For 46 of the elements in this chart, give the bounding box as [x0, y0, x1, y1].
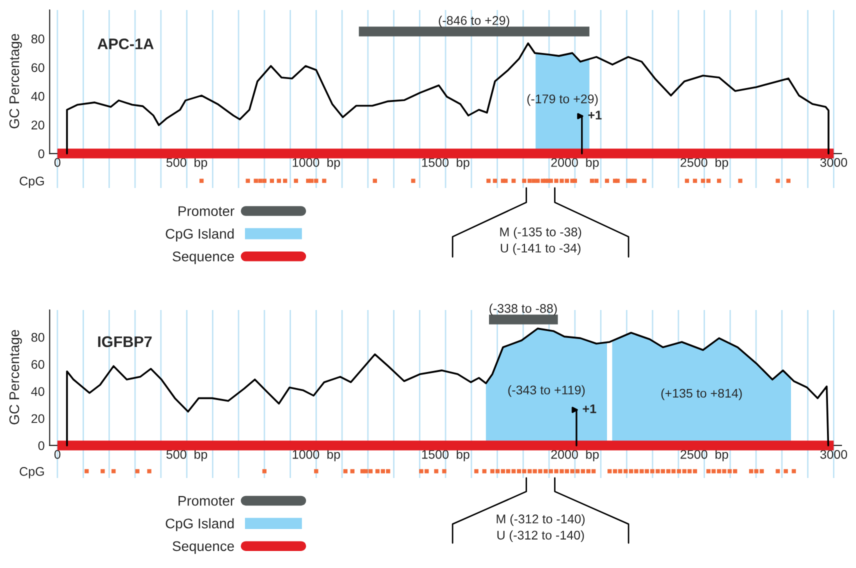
x-tick-label: 0 [54, 158, 60, 167]
annotation: (-343 to +119) [508, 385, 585, 397]
y-axis-title: GC Percentage [9, 34, 22, 128]
x-tick-label: 2500 bp [680, 450, 728, 462]
y-tick-label: 40 [31, 92, 44, 101]
legend-label: Sequence [172, 541, 234, 554]
text: M (-312 to -140) U (-312 to -140) [496, 514, 585, 542]
annotation: (+135 to +814) [661, 388, 742, 400]
legend-label: Promoter [178, 206, 234, 216]
y-tick-label: 40 [31, 387, 44, 396]
y-tick-label: 60 [32, 63, 44, 72]
x-tick-label: 3000 [820, 158, 848, 167]
x-tick-label: 2000 bp [551, 450, 599, 462]
y-tick-label: CpG [20, 467, 44, 478]
y-axis-title: GC Percentage [9, 330, 22, 424]
legend-label: CpG Island [166, 228, 234, 242]
y-tick-label: 20 [32, 414, 44, 424]
x-tick-label: 500 bp [166, 450, 208, 462]
x-tick-label: 2500 bp [680, 158, 728, 170]
text: IGFBP7 [98, 336, 152, 348]
annotation: (-338 to -88) [490, 304, 557, 316]
y-tick-label: 0 [38, 149, 44, 158]
annotation: +1 [588, 110, 602, 120]
annotation: (-846 to +29) [438, 16, 510, 28]
y-tick-label: 0 [38, 441, 44, 450]
annotation: +1 [582, 404, 596, 414]
y-tick-label: 80 [31, 332, 44, 342]
text: APC-1A [98, 38, 154, 50]
x-tick-label: 1000 bp [292, 450, 340, 462]
legend-label: CpG Island [166, 518, 234, 532]
x-tick-label: 1000 bp [292, 158, 340, 170]
y-tick-label: 60 [32, 360, 44, 369]
legend-label: Sequence [172, 252, 234, 264]
y-tick-label: 20 [32, 120, 44, 130]
y-tick-label: CpG [20, 176, 44, 188]
x-tick-label: 2000 bp [551, 158, 599, 170]
line-series [66, 328, 830, 446]
y-tick-label: 80 [31, 34, 44, 44]
x-tick-label: 500 bp [166, 158, 208, 170]
x-tick-label: 0 [54, 450, 60, 459]
annotation: (-179 to +29) [527, 94, 598, 106]
text: M (-135 to -38) U (-141 to -34) [500, 227, 582, 256]
x-tick-label: 1500 bp [422, 158, 470, 170]
x-tick-label: 3000 [820, 450, 848, 459]
x-tick-label: 1500 bp [422, 450, 470, 462]
legend-label: Promoter [178, 496, 234, 506]
